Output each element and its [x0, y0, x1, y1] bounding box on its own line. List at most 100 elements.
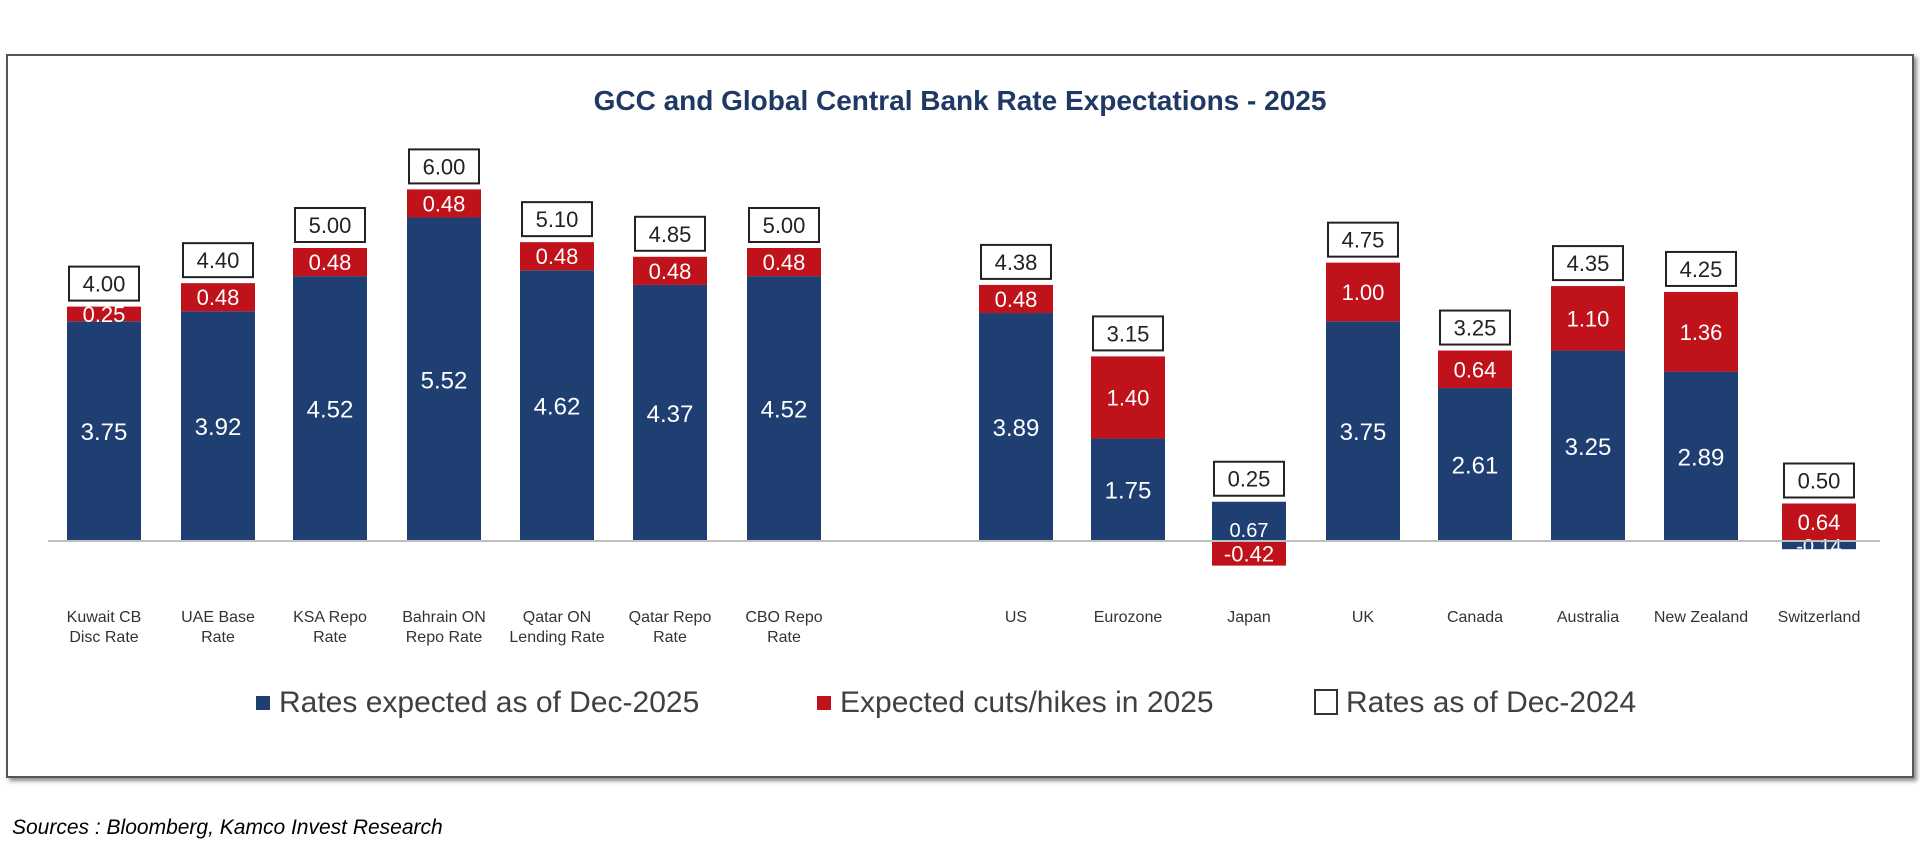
- bar-11-expected-label: 3.75: [1340, 419, 1387, 446]
- category-label-9: Eurozone: [1094, 609, 1163, 626]
- bar-2-change: [181, 283, 255, 312]
- legend-swatch-change: [817, 696, 831, 710]
- bar-15-expected: [1782, 541, 1856, 550]
- bar-6-change: [633, 256, 707, 285]
- bar-10-change-label: -0.42: [1224, 541, 1274, 566]
- bar-8-dec2024-box: [980, 243, 1052, 280]
- bar-8-expected-label: 3.89: [993, 415, 1040, 442]
- chart-title: GCC and Global Central Bank Rate Expecta…: [594, 85, 1327, 116]
- bar-10-dec2024-label: 0.25: [1228, 467, 1271, 492]
- bar-12-expected-label: 2.61: [1452, 453, 1499, 480]
- bar-12-change-label: 0.64: [1454, 357, 1497, 382]
- bar-1-dec2024-label: 4.00: [83, 272, 126, 297]
- bar-12-dec2024-box: [1439, 309, 1511, 346]
- bar-11-dec2024-box: [1327, 221, 1399, 258]
- bar-15-dec2024-box: [1783, 462, 1855, 499]
- category-label-1: Kuwait CB Disc Rate: [67, 609, 142, 646]
- bar-1-dec2024-box: [68, 265, 140, 302]
- legend-label-change: Expected cuts/hikes in 2025: [840, 686, 1214, 719]
- bar-6-dec2024-label: 4.85: [649, 222, 692, 247]
- bar-9-dec2024-box: [1092, 315, 1164, 352]
- bar-14-change-label: 1.36: [1680, 320, 1723, 345]
- bar-11-expected: [1326, 321, 1400, 541]
- category-label-7: CBO Repo Rate: [745, 609, 822, 646]
- bar-4-expected-label: 5.52: [421, 367, 468, 394]
- bar-9-change: [1091, 356, 1165, 439]
- bar-8-change: [979, 284, 1053, 314]
- legend-swatch-expected: [256, 696, 270, 710]
- bar-7-expected: [747, 276, 821, 541]
- category-label-3: KSA Repo Rate: [293, 609, 367, 646]
- bar-11-dec2024-label: 4.75: [1342, 228, 1385, 253]
- legend-label-dec2024: Rates as of Dec-2024: [1346, 686, 1636, 719]
- bar-9-expected-label: 1.75: [1105, 478, 1152, 505]
- category-label-11: UK: [1352, 609, 1375, 626]
- category-label-2: UAE Base Rate: [181, 609, 255, 646]
- source-note: Sources : Bloomberg, Kamco Invest Resear…: [12, 816, 443, 839]
- bar-10-expected-label: 0.67: [1230, 520, 1269, 542]
- bar-4-expected: [407, 217, 481, 541]
- bar-10-change: [1212, 541, 1286, 566]
- category-label-6: Qatar Repo Rate: [629, 609, 712, 646]
- bar-4-dec2024-label: 6.00: [423, 154, 466, 179]
- bar-8-dec2024-label: 4.38: [995, 250, 1038, 275]
- bar-15-change: [1782, 503, 1856, 541]
- bar-12-change: [1438, 350, 1512, 389]
- category-label-12: Canada: [1447, 609, 1503, 626]
- bar-14-dec2024-label: 4.25: [1680, 257, 1723, 282]
- bar-4-change-label: 0.48: [423, 191, 466, 216]
- bar-7-change-label: 0.48: [763, 250, 806, 275]
- category-label-14: New Zealand: [1654, 609, 1748, 626]
- bar-15-expected-label: -0.14: [1796, 536, 1842, 558]
- bar-7-change: [747, 248, 821, 277]
- bar-3-change-label: 0.48: [309, 250, 352, 275]
- bar-14-expected: [1664, 371, 1738, 541]
- bar-12-expected: [1438, 388, 1512, 541]
- bar-1-change: [67, 306, 141, 322]
- bar-8-change-label: 0.48: [995, 287, 1038, 312]
- category-label-4: Bahrain ON Repo Rate: [402, 609, 486, 646]
- bar-13-change: [1551, 286, 1625, 351]
- bar-5-dec2024-label: 5.10: [536, 207, 579, 232]
- bar-12-dec2024-label: 3.25: [1454, 316, 1497, 341]
- bar-15-dec2024-label: 0.50: [1798, 468, 1841, 493]
- bar-14-expected-label: 2.89: [1678, 444, 1725, 471]
- bar-9-expected: [1091, 438, 1165, 541]
- bar-2-expected-label: 3.92: [195, 414, 242, 441]
- bar-5-expected: [520, 270, 594, 541]
- bar-13-expected-label: 3.25: [1565, 434, 1612, 461]
- bar-2-dec2024-box: [182, 242, 254, 279]
- bar-2-dec2024-label: 4.40: [197, 248, 240, 273]
- bar-2-expected: [181, 311, 255, 541]
- bar-7-dec2024-box: [748, 207, 820, 243]
- bar-11-change: [1326, 262, 1400, 322]
- category-label-10: Japan: [1227, 609, 1271, 626]
- bar-13-dec2024-box: [1552, 245, 1624, 282]
- bar-8-expected: [979, 313, 1053, 541]
- bar-7-dec2024-label: 5.00: [763, 213, 806, 238]
- bar-9-dec2024-label: 3.15: [1107, 321, 1150, 346]
- legend-label-expected: Rates expected as of Dec-2025: [279, 686, 699, 719]
- category-label-5: Qatar ON Lending Rate: [509, 609, 604, 646]
- bar-3-dec2024-box: [294, 207, 366, 243]
- bar-2-change-label: 0.48: [197, 285, 240, 310]
- bar-13-change-label: 1.10: [1567, 306, 1610, 331]
- bar-14-dec2024-box: [1665, 250, 1737, 287]
- bar-3-dec2024-label: 5.00: [309, 213, 352, 238]
- bar-11-change-label: 1.00: [1342, 280, 1385, 305]
- bar-6-change-label: 0.48: [649, 259, 692, 284]
- bar-5-change: [520, 242, 594, 271]
- bar-1-expected-label: 3.75: [81, 419, 128, 446]
- bar-1-expected: [67, 321, 141, 541]
- bar-6-expected-label: 4.37: [647, 401, 694, 428]
- bar-3-expected-label: 4.52: [307, 397, 354, 424]
- legend-swatch-dec2024: [1314, 689, 1338, 715]
- bar-5-dec2024-box: [521, 201, 593, 238]
- bar-1-change-label: 0.25: [83, 302, 126, 327]
- bar-4-dec2024-box: [408, 148, 480, 185]
- bar-5-change-label: 0.48: [536, 244, 579, 269]
- category-label-13: Australia: [1557, 609, 1619, 626]
- bar-9-change-label: 1.40: [1107, 385, 1150, 410]
- bar-7-expected-label: 4.52: [761, 397, 808, 424]
